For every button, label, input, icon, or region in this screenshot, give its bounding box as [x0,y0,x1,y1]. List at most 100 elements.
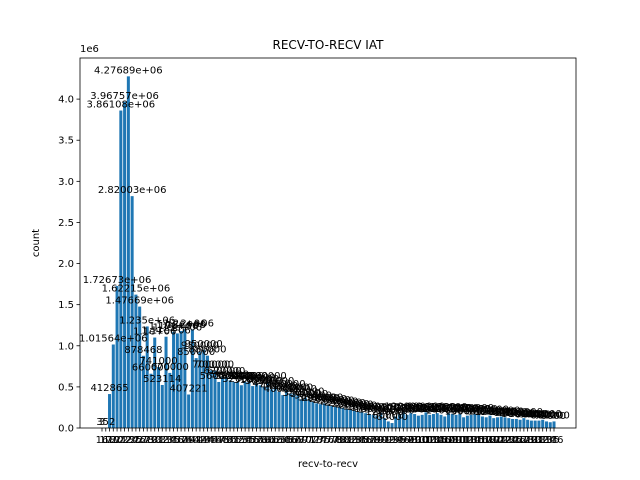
bar-value-label: 290000 [301,393,339,404]
bar-value-label: 160000 [437,404,475,415]
bar-value-label: 1.11e+06 [141,326,191,337]
bar-value-label: 1.72673e+06 [83,275,152,286]
x-tick-label: 73 [310,435,323,446]
bar-value-label: 170000 [456,403,494,414]
bar-value-label: 160000 [403,404,441,415]
bar-value-label: 70000 [534,411,566,422]
bar [281,395,285,428]
bar-value-label: 741000 [139,356,177,367]
bar [228,380,232,428]
bar [390,423,394,428]
x-tick-label: 25 [130,435,143,446]
x-tick-label: 52 [231,435,244,446]
x-tick-label: 116 [469,435,488,446]
bar-value-label: 400000 [264,384,302,395]
bar [394,416,398,428]
x-tick-label: 56 [246,435,259,446]
x-tick-label: 71 [303,435,316,446]
bar [458,414,462,428]
x-tick-label: 103 [420,435,439,446]
x-tick-label: 41 [190,435,203,446]
bar-value-label: 160000 [411,404,449,415]
x-tick-label: 27 [137,435,150,446]
x-tick-label: 60 [261,435,274,446]
x-tick-label: 81 [340,435,353,446]
x-tick-label: 99 [408,435,421,446]
x-tick-label: 58 [254,435,267,446]
x-tick-label: 18 [103,435,116,446]
bar-value-label: 190000 [384,401,422,412]
x-tick-label: 37 [175,435,188,446]
x-tick-label: 94 [389,435,402,446]
x-tick-label: 133 [533,435,552,446]
x-tick-label: 102 [416,435,435,446]
bar-value-label: 90000 [523,410,555,421]
bar-value-label: 130000 [445,406,483,417]
y-offset-label: 1e6 [80,44,99,55]
x-tick-label: 125 [503,435,522,446]
bar-value-label: 510000 [234,375,272,386]
bar-value-label: 1.62215e+06 [102,284,171,295]
bar-value-label: 130000 [478,406,516,417]
x-tick-label: 79 [333,435,346,446]
x-tick-label: 98 [404,435,417,446]
x-tick-label: 96 [397,435,410,446]
bar [134,294,138,428]
bar [420,414,424,428]
bar [503,417,507,428]
plot-frame [79,57,577,429]
x-tick-label: 105 [428,435,447,446]
x-tick-label: 21 [114,435,127,446]
x-tick-label: 87 [363,435,376,446]
bar [514,418,518,428]
bar-value-label: 350000 [283,388,321,399]
bar [243,381,247,428]
bar-value-label: 140000 [426,405,464,416]
x-tick-label: 75 [318,435,331,446]
x-tick-label: 113 [458,435,477,446]
bar-value-label: 1.235e+06 [119,315,175,326]
bar [108,394,112,428]
bar [153,337,157,428]
bar [258,385,262,428]
x-tick-label: 28 [141,435,154,446]
bar [416,415,420,428]
bar [183,329,187,428]
bar-value-label: 523114 [143,374,181,385]
bar [198,351,202,428]
bar [194,358,198,428]
bar-value-label: 412865 [90,383,128,394]
bar [447,413,451,428]
bar [424,412,428,428]
x-tick-label: 39 [182,435,195,446]
bar-value-label: 3.86108e+06 [87,100,156,111]
bar [334,406,338,428]
bar [126,76,130,428]
bar [202,349,206,428]
x-tick-label: 127 [511,435,530,446]
x-tick-label: 119 [480,435,499,446]
bar-value-label: 110000 [493,408,531,419]
bar-value-label: 620000 [203,366,241,377]
bar-value-label: 160000 [354,404,392,415]
x-tick-label: 46 [209,435,222,446]
bar-value-label: 1.01564e+06 [79,333,148,344]
bar-value-label: 230000 [328,398,366,409]
bar [285,390,289,428]
bar [164,336,168,428]
bar-value-label: 300000 [298,392,336,403]
bar [123,101,127,428]
bar [435,413,439,428]
x-tick-label: 32 [156,435,169,446]
bar [529,420,533,428]
bar [221,377,225,428]
x-tick-label: 86 [359,435,372,446]
x-tick-label: 110 [447,435,466,446]
bar-value-label: 120000 [490,407,528,418]
x-tick-label: 57 [250,435,263,446]
x-tick-label: 91 [378,435,391,446]
bar-value-label: 352 [96,417,115,428]
bar-value-label: 560000 [200,371,238,382]
bar [548,422,552,428]
bar-value-label: 700000 [192,359,230,370]
